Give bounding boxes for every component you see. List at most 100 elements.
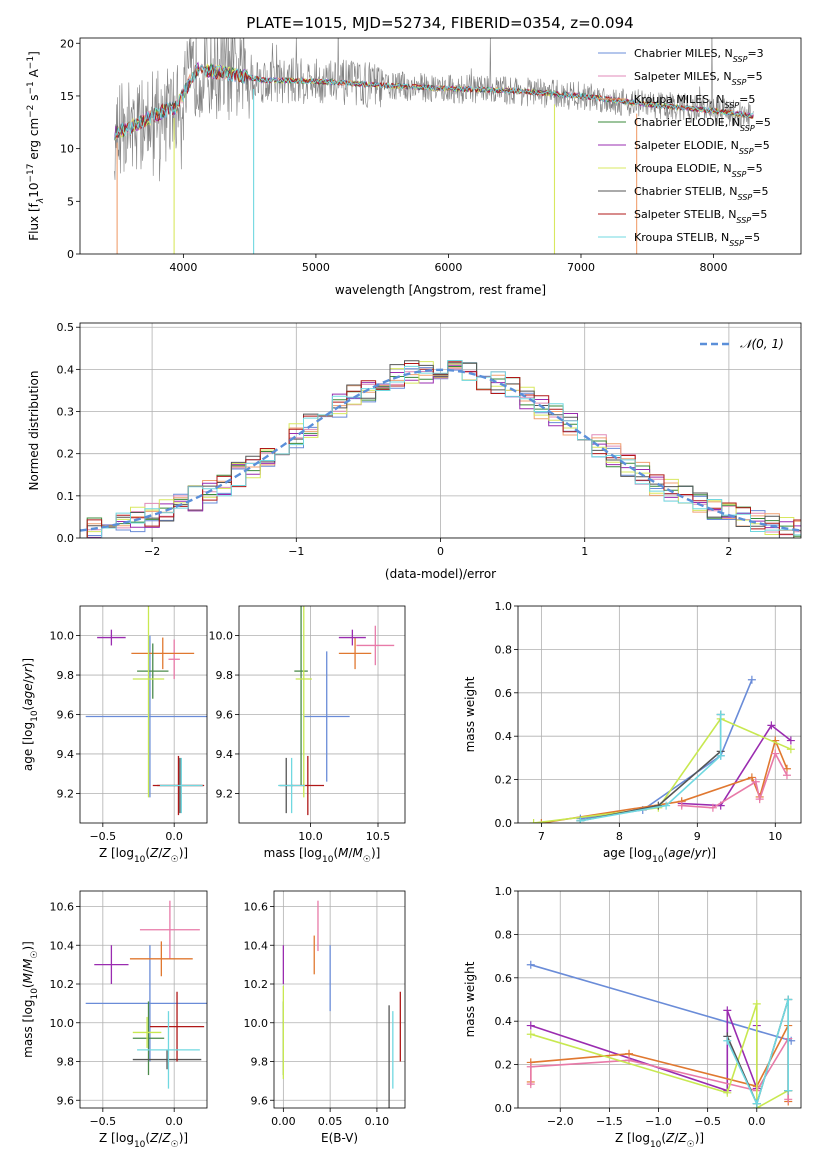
marker-plus <box>751 777 760 786</box>
x-tick-label: 8 <box>616 830 623 843</box>
y-axis-label: Normed distribution <box>27 371 41 491</box>
y-tick-label: 0.4 <box>57 363 75 376</box>
plot-area <box>80 606 207 823</box>
x-tick-label: 5000 <box>302 261 330 274</box>
legend-entry: Salpeter STELIB, NSSP=5 <box>634 208 767 225</box>
x-axis-label: mass [log10(M/M☉)] <box>264 846 381 865</box>
y-tick-label: 9.4 <box>216 748 234 761</box>
y-tick-label: 0.5 <box>57 321 75 334</box>
normal-distribution-curve <box>80 368 801 532</box>
marker-plus <box>716 751 725 760</box>
plot-area <box>274 891 405 1108</box>
y-tick-label: 9.4 <box>57 748 75 761</box>
mass-weight-line <box>533 717 792 823</box>
axes-frame <box>273 890 406 1109</box>
mass-weight-line <box>681 751 788 809</box>
y-tick-label: 1.0 <box>495 600 513 613</box>
axes-frame <box>517 605 802 824</box>
y-tick-label: 10.0 <box>50 630 75 643</box>
y-tick-label: 10.6 <box>50 901 75 914</box>
y-axis-label: mass [log10(M/M☉)] <box>21 941 40 1058</box>
marker-plus <box>654 801 663 810</box>
y-tick-label: 0.2 <box>57 448 75 461</box>
x-axis-label: Z [log10(Z/Z☉)] <box>99 846 188 865</box>
x-tick-label: −1.0 <box>645 1115 672 1128</box>
x-tick-label: 0.00 <box>271 1115 296 1128</box>
x-axis-label: age [log10(age/yr)] <box>603 846 716 865</box>
y-tick-label: 9.6 <box>57 709 75 722</box>
x-tick-label: 9 <box>694 830 701 843</box>
histogram-kroupa-stelib <box>80 360 801 538</box>
y-tick-label: 0.1 <box>57 490 75 503</box>
y-tick-label: 9.8 <box>216 669 234 682</box>
x-tick-label: 1 <box>581 545 588 558</box>
y-tick-label: 10.0 <box>209 630 234 643</box>
marker-plus <box>767 721 776 730</box>
marker-plus <box>526 1080 535 1089</box>
y-tick-label: 9.2 <box>57 787 75 800</box>
age-vs-metallicity-panel: −0.5 0.0 9.2 9.4 9.6 9.8 10.0 Z [log10(Z/Z☉)] ag… <box>21 605 208 865</box>
y-tick-label: 9.8 <box>251 1056 269 1069</box>
marker-plus <box>708 803 717 812</box>
marker-plus <box>526 1021 535 1030</box>
marker-plus <box>526 960 535 969</box>
y-tick-label: 10.0 <box>50 1017 75 1030</box>
marker-plus <box>716 710 725 719</box>
y-tick-label: 9.6 <box>216 709 234 722</box>
residual-histogram-panel: −2 −1 0 1 2 0.0 0.1 0.2 0.3 0.4 0.5 (data-model)/er… <box>27 321 802 581</box>
y-tick-label: 10 <box>60 143 74 156</box>
y-tick-label: 9.8 <box>57 1056 75 1069</box>
model-kroupa-stelib <box>114 63 754 141</box>
plot-area <box>518 606 801 823</box>
y-tick-label: 9.8 <box>57 669 75 682</box>
y-tick-label: 0.4 <box>495 1015 513 1028</box>
x-tick-label: 6000 <box>434 261 462 274</box>
x-tick-label: 7000 <box>567 261 595 274</box>
plot-area <box>80 323 801 538</box>
y-tick-label: 15 <box>60 90 74 103</box>
plot-area <box>80 891 207 1108</box>
marker-plus <box>576 816 585 823</box>
legend-entry: Kroupa STELIB, NSSP=5 <box>634 231 760 248</box>
legend-entry: Chabrier STELIB, NSSP=5 <box>634 185 768 202</box>
marker-plus <box>747 773 756 782</box>
spectrum-panel: 4000 5000 6000 7000 8000 0 5 10 15 20 wavelength [… <box>26 37 802 297</box>
observed-spectrum <box>114 38 754 182</box>
x-tick-label: −0.5 <box>89 1115 116 1128</box>
y-tick-label: 10.6 <box>244 901 269 914</box>
y-tick-label: 9.6 <box>57 1094 75 1107</box>
marker-plus <box>782 771 791 780</box>
mass-weight-line <box>726 999 789 1106</box>
x-tick-label: 10.0 <box>298 830 323 843</box>
y-tick-label: 20 <box>60 37 74 50</box>
marker-plus <box>784 995 793 1004</box>
plot-area <box>239 606 405 823</box>
legend-entry: Salpeter ELODIE, NSSP=5 <box>634 139 770 156</box>
marker-plus <box>529 819 538 823</box>
y-tick-label: 0.0 <box>495 1102 513 1115</box>
legend-entry: Kroupa ELODIE, NSSP=5 <box>634 162 763 179</box>
y-axis-label: Flux [fλ10−17 erg cm−2 s−1 A−1] <box>26 51 46 241</box>
y-tick-label: 9.6 <box>251 1094 269 1107</box>
x-axis-label: E(B-V) <box>321 1131 358 1145</box>
legend-entry: 𝒩(0, 1) <box>740 337 784 351</box>
marker-plus <box>747 675 756 684</box>
y-tick-label: 10.4 <box>244 939 269 952</box>
marker-plus <box>537 819 546 823</box>
y-tick-label: 10.2 <box>244 978 269 991</box>
mass-weight-vs-age-panel: 7 8 9 10 0.0 0.2 0.4 0.6 0.8 1.0 age [log10(age/yr… <box>463 600 802 865</box>
x-tick-label: −0.5 <box>694 1115 721 1128</box>
x-tick-label: −0.5 <box>89 830 116 843</box>
marker-plus <box>677 801 686 810</box>
axes-frame <box>79 890 208 1109</box>
y-tick-label: 0.0 <box>57 532 75 545</box>
x-tick-label: −1 <box>288 545 304 558</box>
y-tick-label: 10.2 <box>50 978 75 991</box>
x-axis-label: wavelength [Angstrom, rest frame] <box>335 283 546 297</box>
x-tick-label: 0.0 <box>165 830 183 843</box>
figure-title: PLATE=1015, MJD=52734, FIBERID=0354, z=0… <box>246 14 633 32</box>
legend-entry: Kroupa MILES, NSSP=5 <box>634 93 755 110</box>
y-tick-label: 0.6 <box>495 687 513 700</box>
y-tick-label: 0 <box>67 248 74 261</box>
y-tick-label: 0.3 <box>57 406 75 419</box>
